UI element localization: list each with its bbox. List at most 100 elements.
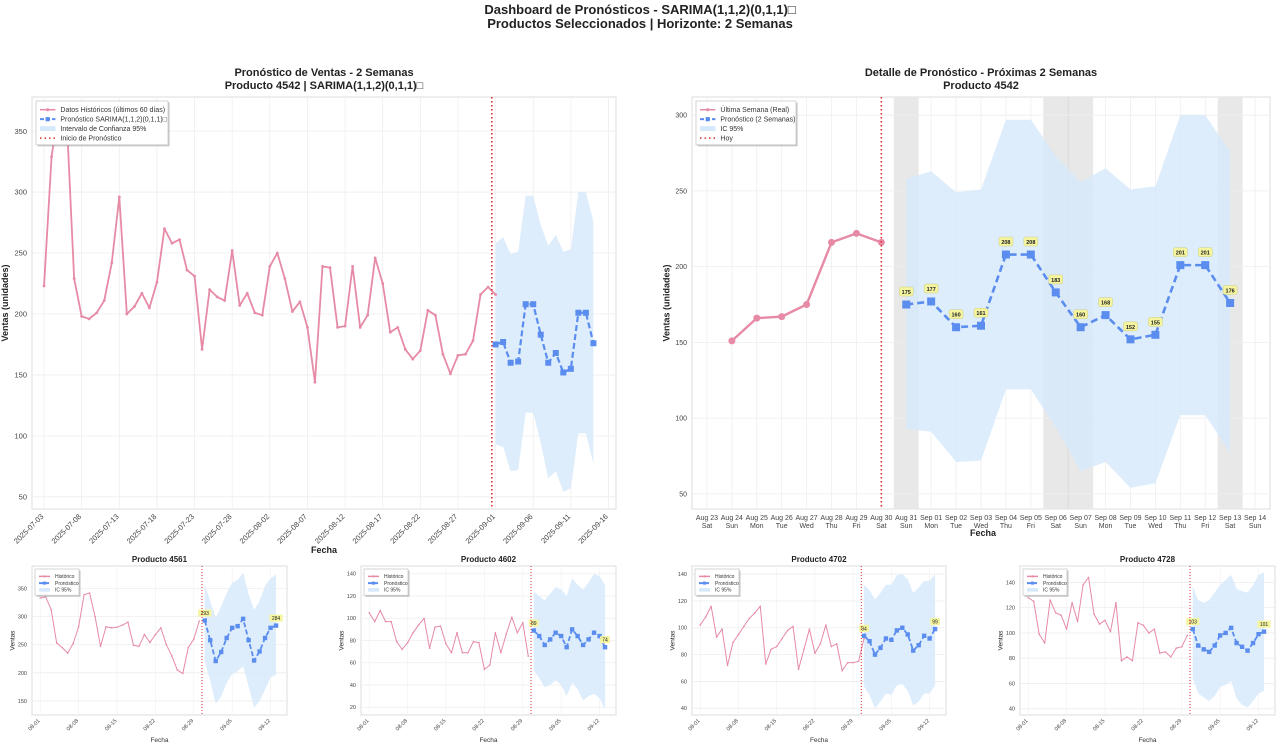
forecast-point bbox=[552, 349, 559, 356]
legend-historical-marker bbox=[372, 575, 375, 578]
y-tick-label: 60 bbox=[681, 679, 687, 685]
y-tick-label: 300 bbox=[14, 188, 27, 197]
historical-point bbox=[1054, 611, 1057, 614]
x-tick-label-weekday: Sun bbox=[1249, 523, 1262, 530]
forecast-point bbox=[542, 642, 547, 648]
legend-box bbox=[695, 100, 797, 146]
x-tick-label-date: Aug 26 bbox=[771, 515, 793, 522]
y-tick-label: 60 bbox=[1009, 681, 1015, 687]
forecast-point bbox=[1201, 647, 1206, 652]
y-tick-label: 250 bbox=[14, 249, 27, 258]
x-tick-label: 09-05 bbox=[548, 718, 562, 732]
legend-entry-label: IC 95% bbox=[715, 588, 732, 594]
y-tick-label: 150 bbox=[675, 340, 687, 347]
x-tick-label: 08-01 bbox=[1015, 718, 1029, 732]
historical-point bbox=[426, 308, 430, 312]
historical-point bbox=[368, 611, 371, 614]
legend-ci-swatch bbox=[1027, 588, 1038, 592]
actual-point bbox=[828, 238, 836, 246]
historical-point bbox=[1153, 628, 1156, 630]
forecast-value-label-box bbox=[1173, 247, 1188, 257]
historical-point bbox=[759, 605, 762, 608]
forecast-point bbox=[1212, 643, 1217, 648]
historical-point bbox=[61, 646, 63, 649]
historical-point bbox=[461, 651, 464, 654]
x-tick-label-weekday: Fri bbox=[852, 523, 861, 530]
historical-point bbox=[253, 311, 257, 315]
historical-point bbox=[406, 641, 409, 644]
historical-point bbox=[830, 645, 833, 648]
legend-entry-label: Intervalo de Confianza 95% bbox=[60, 126, 146, 133]
historical-point bbox=[500, 651, 502, 654]
historical-point bbox=[852, 661, 854, 664]
forecast-value-label-box bbox=[973, 307, 989, 318]
x-tick-label: 08-15 bbox=[764, 718, 778, 732]
forecast-value-label: 74 bbox=[602, 638, 608, 644]
legend-entry-label: IC 95% bbox=[384, 588, 401, 594]
forecast-point bbox=[246, 638, 251, 643]
forecast-point bbox=[1076, 323, 1085, 332]
historical-point bbox=[489, 664, 491, 666]
x-tick-label-date: Aug 29 bbox=[845, 515, 867, 522]
forecast-value-label: 183 bbox=[1051, 278, 1060, 284]
x-tick-label-weekday: Sun bbox=[1074, 523, 1087, 530]
forecast-point bbox=[1223, 630, 1228, 636]
historical-point bbox=[298, 300, 302, 304]
historical-point bbox=[102, 299, 106, 302]
forecast-point bbox=[921, 633, 927, 639]
forecast-point bbox=[575, 309, 582, 316]
historical-point bbox=[748, 617, 751, 620]
forecast-point bbox=[1001, 250, 1010, 259]
historical-point bbox=[198, 620, 201, 622]
forecast-point bbox=[257, 649, 262, 654]
confidence-interval-band bbox=[906, 115, 1231, 488]
historical-point bbox=[208, 288, 212, 291]
forecast-value-label: 177 bbox=[927, 287, 936, 293]
legend-entry-label: Datos Históricos (últimos 60 días) bbox=[60, 107, 165, 114]
historical-point bbox=[428, 647, 431, 650]
chart-title: Producto 4728 bbox=[1120, 555, 1176, 564]
legend-ci-swatch bbox=[39, 588, 50, 592]
x-tick-label-weekday: Wed bbox=[974, 523, 988, 530]
chart-subtitle: Producto 4542 | SARIMA(1,1,2)(0,1,1)□ bbox=[225, 80, 424, 92]
legend-forecast-marker bbox=[372, 581, 375, 585]
forecast-point bbox=[262, 635, 268, 641]
forecast-point bbox=[213, 658, 218, 664]
actual-point bbox=[753, 314, 761, 322]
chart-title: Detalle de Pronóstico - Próximas 2 Seman… bbox=[865, 67, 1097, 79]
historical-point bbox=[176, 669, 179, 671]
y-tick-label: 40 bbox=[1009, 707, 1015, 713]
historical-point bbox=[351, 265, 354, 268]
forecast-point bbox=[1151, 330, 1160, 339]
forecast-point bbox=[872, 652, 878, 657]
historical-point bbox=[83, 593, 85, 596]
x-axis-label: Fecha bbox=[1138, 737, 1156, 744]
forecast-value-label: 208 bbox=[1026, 240, 1035, 246]
y-tick-label: 140 bbox=[678, 572, 687, 578]
historical-point bbox=[863, 637, 865, 640]
x-tick-label-date: Aug 31 bbox=[895, 515, 917, 522]
historical-point bbox=[471, 339, 475, 343]
historical-point bbox=[223, 299, 227, 302]
historical-point bbox=[1126, 656, 1128, 658]
x-tick-label: 2025-07-13 bbox=[87, 512, 120, 545]
historical-point bbox=[381, 282, 385, 285]
legend-ci-swatch bbox=[699, 588, 710, 592]
historical-point bbox=[149, 641, 151, 644]
historical-point bbox=[411, 357, 415, 361]
historical-point bbox=[1104, 619, 1106, 622]
historical-point bbox=[148, 306, 151, 310]
y-tick-label: 100 bbox=[678, 626, 687, 632]
historical-point bbox=[132, 305, 136, 309]
historical-point bbox=[1082, 584, 1084, 586]
y-tick-label: 300 bbox=[18, 615, 27, 621]
historical-point bbox=[449, 372, 452, 376]
forecast-point bbox=[202, 618, 207, 623]
historical-point bbox=[87, 317, 91, 321]
historical-point bbox=[1115, 601, 1117, 604]
historical-point bbox=[1175, 647, 1178, 649]
x-tick-label-weekday: Wed bbox=[799, 523, 813, 530]
historical-point bbox=[434, 626, 436, 628]
historical-point bbox=[185, 268, 189, 272]
y-tick-label: 200 bbox=[18, 671, 27, 677]
